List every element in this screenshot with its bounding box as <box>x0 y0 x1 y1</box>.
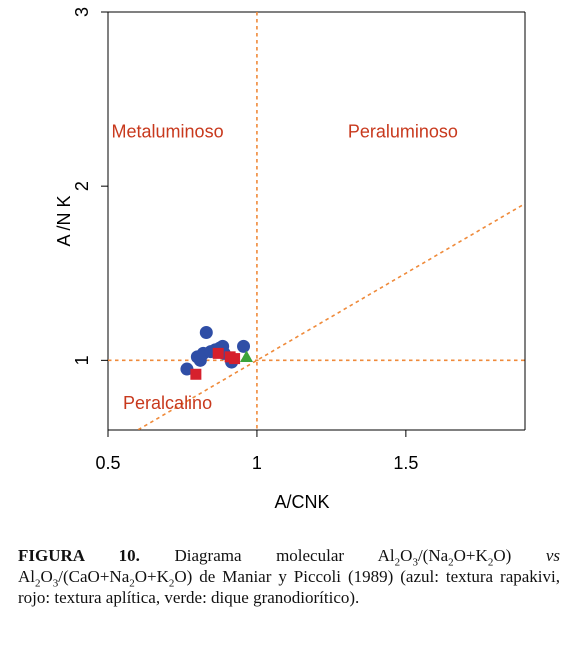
caption-text: Al <box>18 567 35 586</box>
caption-vs: vs <box>545 546 560 565</box>
caption-label: FIGURA 10. <box>18 546 140 565</box>
caption-subscript: 2 <box>394 556 401 569</box>
caption-text: O+K <box>134 567 169 586</box>
figure-caption: FIGURA 10. Diagrama molecular Al2O3/(Na2… <box>18 545 560 608</box>
data-point-circle <box>180 362 194 376</box>
x-tick-label: 1 <box>252 453 262 473</box>
caption-subscript: 2 <box>35 577 41 590</box>
caption-subscript: 3 <box>412 556 418 569</box>
region-label: Peraluminoso <box>348 121 458 141</box>
caption-text: O <box>400 546 413 565</box>
y-tick-label: 1 <box>72 355 92 365</box>
x-tick-label: 1.5 <box>393 453 418 473</box>
caption-subscript: 3 <box>52 577 59 590</box>
data-point-square <box>212 347 224 359</box>
x-axis-label: A/CNK <box>274 492 329 512</box>
chart: Metaluminoso Peraluminoso Peralcalino 0.5 1… <box>54 7 526 512</box>
caption-text: /(Na <box>417 546 449 565</box>
caption-text: O) de Maniar y Piccoli (1989) (azul: tex… <box>18 567 560 607</box>
data-point-circle <box>199 325 213 339</box>
caption-subscript: 2 <box>129 577 135 590</box>
x-axis: 0.5 1 1.5 <box>95 430 418 473</box>
data-point-triangle <box>240 350 254 363</box>
plot-area <box>107 11 526 431</box>
caption-text: O <box>40 567 53 586</box>
x-tick-label: 0.5 <box>95 453 120 473</box>
caption-text: /(CaO+Na <box>58 567 130 586</box>
y-axis: 1 2 3 <box>72 7 108 365</box>
data-point-square <box>190 368 202 380</box>
caption-text: O) <box>493 546 546 565</box>
caption-subscript: 2 <box>487 556 494 569</box>
y-tick-label: 3 <box>72 7 92 17</box>
caption-text: O+K <box>453 546 488 565</box>
reference-lines <box>108 12 525 430</box>
caption-subscript: 2 <box>448 556 454 569</box>
data-point-square <box>229 353 241 365</box>
region-label: Metaluminoso <box>112 121 224 141</box>
region-label: Peralcalino <box>123 393 212 413</box>
caption-subscript: 2 <box>168 577 175 590</box>
data-points <box>180 325 254 380</box>
region-labels: Metaluminoso Peraluminoso Peralcalino <box>112 121 458 413</box>
data-point-circle <box>237 339 251 353</box>
y-axis-label: A /N K <box>54 195 74 246</box>
caption-text: Diagrama molecular Al <box>139 546 395 565</box>
y-tick-label: 2 <box>72 181 92 191</box>
